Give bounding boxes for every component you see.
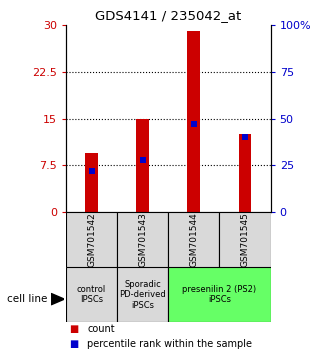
Text: control
IPSCs: control IPSCs xyxy=(77,285,106,304)
Bar xyxy=(219,212,271,267)
Bar xyxy=(85,153,98,212)
Title: GDS4141 / 235042_at: GDS4141 / 235042_at xyxy=(95,9,242,22)
Bar xyxy=(168,212,219,267)
Text: GSM701544: GSM701544 xyxy=(189,212,198,267)
Text: ■: ■ xyxy=(69,339,79,349)
Bar xyxy=(66,267,117,322)
Text: percentile rank within the sample: percentile rank within the sample xyxy=(87,339,252,349)
Bar xyxy=(117,267,168,322)
Bar xyxy=(168,267,271,322)
Text: GSM701542: GSM701542 xyxy=(87,212,96,267)
Text: Sporadic
PD-derived
iPSCs: Sporadic PD-derived iPSCs xyxy=(119,280,166,310)
Text: GSM701545: GSM701545 xyxy=(241,212,249,267)
Bar xyxy=(187,31,200,212)
Text: ■: ■ xyxy=(69,324,79,333)
Bar xyxy=(239,134,251,212)
Text: presenilin 2 (PS2)
iPSCs: presenilin 2 (PS2) iPSCs xyxy=(182,285,256,304)
Bar xyxy=(136,119,149,212)
Polygon shape xyxy=(51,293,64,305)
Bar xyxy=(117,212,168,267)
Text: GSM701543: GSM701543 xyxy=(138,212,147,267)
Bar xyxy=(66,212,117,267)
Text: cell line: cell line xyxy=(7,294,47,304)
Text: count: count xyxy=(87,324,115,333)
